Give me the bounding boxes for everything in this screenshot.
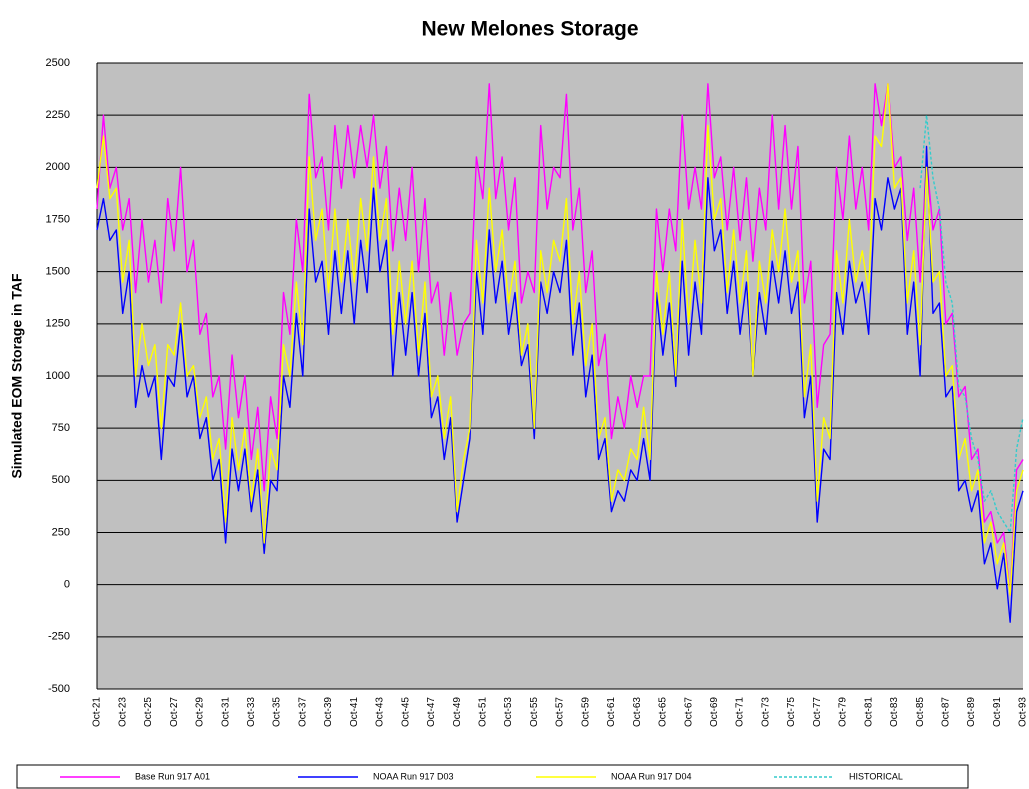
- x-tick-label: Oct-49: [452, 697, 463, 727]
- x-tick-label: Oct-39: [323, 697, 334, 727]
- x-tick-label: Oct-67: [683, 697, 694, 727]
- legend-label: HISTORICAL: [849, 771, 903, 781]
- x-tick-label: Oct-61: [606, 697, 617, 727]
- data-line: [96, 145, 1024, 623]
- x-tick-label: Oct-63: [632, 697, 643, 727]
- y-tick-label: 1250: [46, 318, 70, 330]
- x-tick-label: Oct-45: [400, 697, 411, 727]
- x-tick-label: Oct-65: [658, 697, 669, 727]
- data-line: [96, 83, 1024, 596]
- x-tick-label: Oct-87: [940, 697, 951, 727]
- x-tick-label: Oct-31: [220, 697, 231, 727]
- legend-label: NOAA Run 917 D04: [611, 771, 692, 781]
- x-tick-label: Oct-33: [246, 697, 257, 727]
- legend: [16, 764, 969, 789]
- x-tick-label: Oct-75: [786, 697, 797, 727]
- x-tick-label: Oct-81: [863, 697, 874, 727]
- x-tick-label: Oct-69: [709, 697, 720, 727]
- chart-title: New Melones Storage: [421, 18, 638, 41]
- y-tick-label: -500: [48, 683, 70, 695]
- y-tick-label: 250: [52, 526, 70, 538]
- x-tick-label: Oct-73: [760, 697, 771, 727]
- x-tick-label: Oct-41: [349, 697, 360, 727]
- y-axis-label: Simulated EOM Storage in TAF: [9, 273, 25, 479]
- x-tick-label: Oct-43: [375, 697, 386, 727]
- y-tick-label: 0: [64, 579, 70, 591]
- x-tick-label: Oct-53: [503, 697, 514, 727]
- x-tick-label: Oct-23: [117, 697, 128, 727]
- x-tick-label: Oct-51: [477, 697, 488, 727]
- y-tick-label: 2000: [46, 161, 70, 173]
- y-tick-label: 750: [52, 422, 70, 434]
- y-tick-label: 1750: [46, 213, 70, 225]
- x-tick-label: Oct-27: [169, 697, 180, 727]
- x-tick-label: Oct-47: [426, 697, 437, 727]
- y-tick-label: 2250: [46, 109, 70, 121]
- x-tick-label: Oct-21: [92, 697, 103, 727]
- data-line: [96, 83, 1024, 596]
- x-tick-label: Oct-93: [1018, 697, 1029, 727]
- x-tick-label: Oct-83: [889, 697, 900, 727]
- x-tick-label: Oct-55: [529, 697, 540, 727]
- x-tick-label: Oct-79: [838, 697, 849, 727]
- y-tick-label: 2500: [46, 57, 70, 69]
- x-tick-label: Oct-25: [143, 697, 154, 727]
- y-tick-label: 1000: [46, 370, 70, 382]
- x-tick-label: Oct-29: [195, 697, 206, 727]
- x-tick-label: Oct-85: [915, 697, 926, 727]
- data-line: [919, 114, 1024, 534]
- x-tick-label: Oct-59: [580, 697, 591, 727]
- x-tick-label: Oct-71: [735, 697, 746, 727]
- x-tick-label: Oct-35: [272, 697, 283, 727]
- x-tick-label: Oct-89: [966, 697, 977, 727]
- legend-label: Base Run 917 A01: [135, 771, 210, 781]
- x-tick-label: Oct-57: [555, 697, 566, 727]
- y-tick-label: -250: [48, 631, 70, 643]
- y-tick-label: 1500: [46, 266, 70, 278]
- legend-label: NOAA Run 917 D03: [373, 771, 454, 781]
- x-tick-label: Oct-37: [297, 697, 308, 727]
- x-tick-label: Oct-91: [992, 697, 1003, 727]
- x-tick-label: Oct-77: [812, 697, 823, 727]
- y-tick-label: 500: [52, 474, 70, 486]
